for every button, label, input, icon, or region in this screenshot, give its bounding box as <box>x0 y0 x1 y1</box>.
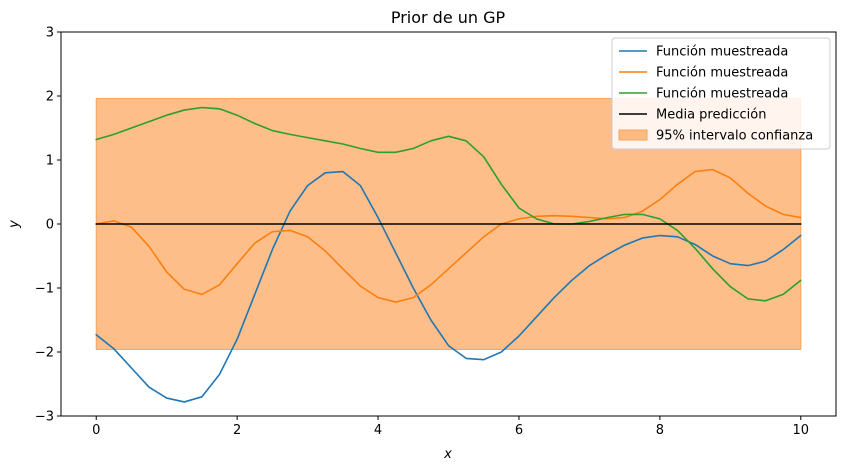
x-tick-label: 0 <box>92 423 100 438</box>
legend-swatch-band <box>618 129 648 141</box>
x-tick-label: 10 <box>792 423 809 438</box>
y-tick-label: −3 <box>35 410 54 425</box>
legend-label-2: Función muestreada <box>656 66 788 81</box>
legend: Función muestreada Función muestreada Func… <box>611 37 831 150</box>
x-tick-label: 2 <box>233 423 241 438</box>
chart-title: Prior de un GP <box>391 8 506 27</box>
y-tick-label: 0 <box>46 218 54 233</box>
axis-ticks: 0 2 4 6 8 10 −3 −2 −1 0 1 2 3 <box>35 26 809 439</box>
sample-line-3 <box>95 106 802 302</box>
x-tick-label: 8 <box>656 423 664 438</box>
legend-label-1: Función muestreada <box>656 45 788 60</box>
y-tick-label: 3 <box>46 26 54 41</box>
x-tick-label: 6 <box>515 423 523 438</box>
legend-label-5: 95% intervalo confianza <box>656 129 813 144</box>
y-tick-label: −2 <box>35 346 54 361</box>
legend-box <box>611 37 831 150</box>
y-tick-label: 2 <box>46 90 54 105</box>
legend-label-4: Media predicción <box>656 108 766 123</box>
y-tick-label: −1 <box>35 282 54 297</box>
x-axis-label: x <box>443 447 452 462</box>
sample-line-2 <box>95 168 802 303</box>
y-axis-label: y <box>7 220 22 229</box>
legend-label-3: Función muestreada <box>656 87 788 102</box>
sample-line-1 <box>95 170 802 403</box>
x-tick-label: 4 <box>374 423 382 438</box>
y-tick-label: 1 <box>46 154 54 169</box>
